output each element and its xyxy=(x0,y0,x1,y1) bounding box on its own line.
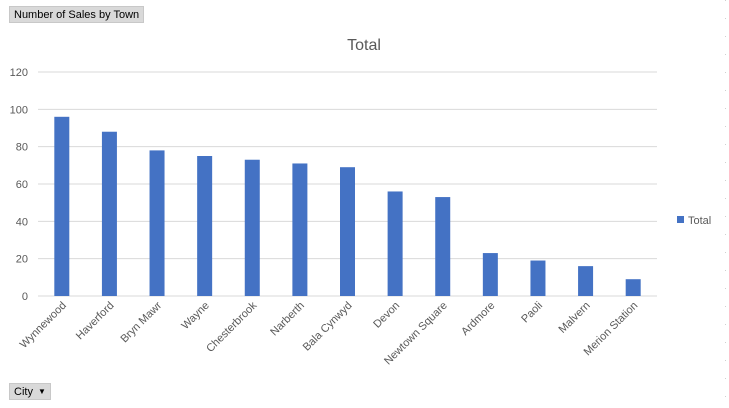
y-tick-label: 0 xyxy=(22,291,28,303)
bar-devon[interactable] xyxy=(387,191,403,296)
x-tick-label: Ardmore xyxy=(459,300,497,338)
x-tick-label: Devon xyxy=(371,300,402,331)
x-tick-label: Wayne xyxy=(179,300,211,332)
y-tick-label: 60 xyxy=(16,179,28,191)
bar-chesterbrook[interactable] xyxy=(244,159,260,296)
sheet-gridline xyxy=(725,0,726,408)
bar-bryn-mawr[interactable] xyxy=(149,150,165,296)
x-tick-label: Chesterbrook xyxy=(204,299,260,355)
pivot-filter-button[interactable]: Number of Sales by Town xyxy=(9,6,145,23)
bar-wayne[interactable] xyxy=(197,156,213,296)
x-tick-label: Bryn Mawr xyxy=(119,299,165,345)
y-axis: 0 20 40 60 80 100 120 xyxy=(10,67,28,303)
legend-swatch xyxy=(677,216,684,223)
chart-title: Total xyxy=(347,37,381,54)
legend-label: Total xyxy=(688,215,711,227)
bar-paoli[interactable] xyxy=(530,260,546,296)
x-tick-label: Paoli xyxy=(519,300,545,326)
bar-narberth[interactable] xyxy=(292,163,308,296)
pivot-filter-label: Number of Sales by Town xyxy=(14,9,140,21)
x-tick-label: Bala Cynwyd xyxy=(301,300,355,354)
bar-newtown-square[interactable] xyxy=(435,197,451,296)
bar-haverford[interactable] xyxy=(101,131,117,296)
y-tick-label: 20 xyxy=(16,254,28,266)
x-axis: Wynnewood Haverford Bryn Mawr WayneChesterb… xyxy=(18,299,641,367)
bar-wynnewood[interactable] xyxy=(54,116,70,296)
bar-bala-cynwyd[interactable] xyxy=(340,167,355,296)
dropdown-arrow-icon[interactable]: ▼ xyxy=(37,386,46,396)
bars[interactable] xyxy=(54,116,641,296)
x-tick-label: Narberth xyxy=(268,300,307,339)
y-tick-label: 80 xyxy=(16,142,28,154)
legend[interactable]: Total xyxy=(677,215,711,227)
bar-merion-station[interactable] xyxy=(625,279,641,296)
axis-field-label: City xyxy=(14,385,33,398)
bar-malvern[interactable] xyxy=(578,266,594,296)
y-tick-label: 40 xyxy=(16,216,28,228)
y-tick-label: 120 xyxy=(10,67,28,79)
bar-ardmore[interactable] xyxy=(482,253,498,296)
x-tick-label: Malvern xyxy=(557,300,593,336)
x-tick-label: Haverford xyxy=(74,300,117,343)
y-tick-label: 100 xyxy=(10,104,28,116)
x-tick-label: Wynnewood xyxy=(18,300,69,351)
pivot-axis-field-button[interactable]: City ▼ xyxy=(9,383,51,400)
